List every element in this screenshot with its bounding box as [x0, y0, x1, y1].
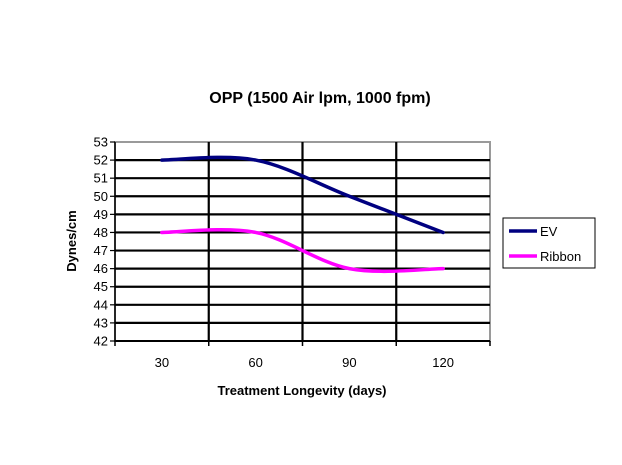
y-tick-label: 48 — [94, 225, 108, 240]
y-tick-label: 46 — [94, 261, 108, 276]
x-tick-label: 60 — [248, 355, 262, 370]
x-axis: 30 60 90 120 — [114, 341, 491, 370]
y-tick-label: 49 — [94, 207, 108, 222]
legend-label-ev: EV — [540, 224, 558, 239]
y-tick-label: 53 — [94, 135, 108, 150]
y-tick-label: 52 — [94, 153, 108, 168]
x-tick-label: 30 — [155, 355, 169, 370]
y-tick-label: 44 — [94, 297, 108, 312]
y-tick-label: 45 — [94, 279, 108, 294]
y-axis: 42 43 44 45 46 47 48 49 50 51 52 53 — [94, 135, 115, 349]
series-line-ribbon — [160, 228, 445, 274]
x-axis-label: Treatment Longevity (days) — [217, 383, 386, 398]
chart-title: OPP (1500 Air lpm, 1000 fpm) — [209, 90, 430, 107]
y-tick-label: 50 — [94, 189, 108, 204]
y-tick-label: 51 — [94, 171, 108, 186]
legend-label-ribbon: Ribbon — [540, 249, 581, 264]
series-line-ev — [160, 155, 445, 235]
y-axis-label: Dynes/cm — [64, 210, 79, 271]
x-tick-label: 90 — [342, 355, 356, 370]
y-tick-label: 42 — [94, 334, 108, 349]
series-group — [160, 155, 445, 274]
plot-area — [114, 141, 491, 342]
y-tick-label: 47 — [94, 243, 108, 258]
y-tick-label: 43 — [94, 315, 108, 330]
legend-box — [502, 217, 596, 269]
legend: EV Ribbon — [502, 217, 596, 269]
x-tick-label: 120 — [432, 355, 454, 370]
